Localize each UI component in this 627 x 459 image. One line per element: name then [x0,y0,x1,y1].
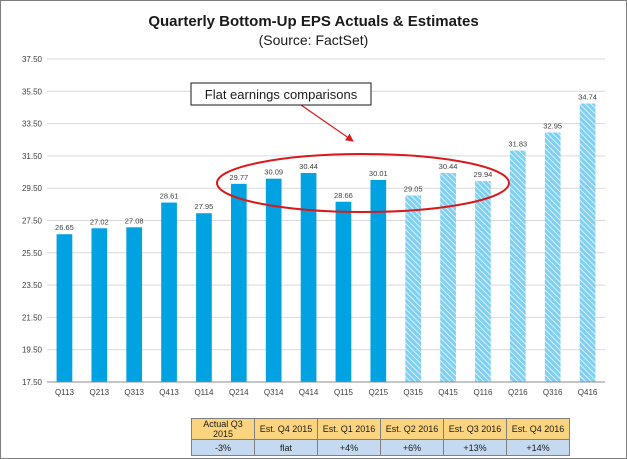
y-tick-label: 17.50 [22,378,43,387]
bar-actual [265,178,282,382]
bar-actual [300,173,317,382]
bar-actual [56,234,73,382]
bar-value-label: 27.08 [125,216,144,225]
x-tick-label: Q314 [264,388,284,397]
table-value-cell: flat [254,439,318,456]
bar-estimate [440,173,456,382]
x-tick-label: Q315 [403,388,423,397]
y-axis-tick-labels: 17.50 19.50 21.50 23.50 25.50 27.50 29.50 31.50… [22,55,43,387]
chart-subtitle: (Source: FactSet) [258,32,369,48]
bar-value-label: 31.83 [508,140,527,149]
bar-value-label: 30.09 [264,168,283,177]
bar-actual [91,228,108,382]
y-tick-label: 37.50 [22,55,43,64]
bar-value-label: 28.61 [160,192,179,201]
x-tick-label: Q413 [159,388,179,397]
table-header-cell: Est. Q1 2016 [317,418,381,440]
bar-estimate [544,132,561,382]
table-value-cell: +14% [506,439,570,456]
bar-value-label: 26.65 [55,223,74,232]
bar-value-label: 29.77 [229,173,248,182]
y-tick-label: 19.50 [22,346,43,355]
x-tick-label: Q114 [194,388,214,397]
table-header-cell: Est. Q4 2015 [254,418,318,440]
bar-actual [335,201,352,382]
table-value-cell: +6% [380,439,444,456]
annotation-text: Flat earnings comparisons [205,87,358,102]
x-tick-label: Q115 [334,388,354,397]
x-tick-label: Q414 [299,388,319,397]
bar-value-label: 30.44 [299,162,318,171]
table-header-cell: Est. Q3 2016 [443,418,507,440]
flat-earnings-ellipse [216,153,510,213]
x-tick-label: Q316 [543,388,563,397]
y-tick-label: 21.50 [22,313,43,322]
x-tick-label: Q415 [438,388,458,397]
bar-value-label: 34.74 [578,93,597,102]
table-value-cell: -3% [191,439,255,456]
bar-estimate [405,195,422,382]
bar-value-label: 28.66 [334,191,353,200]
y-tick-label: 31.50 [22,152,43,161]
x-tick-label: Q213 [90,388,110,397]
bar-value-label: 29.94 [474,170,493,179]
table-value-cell: +13% [443,439,507,456]
table-value-cell: +4% [317,439,381,456]
bar-actual [126,227,143,382]
bar-value-label: 30.01 [369,169,388,178]
x-axis-tick-labels: Q113 Q213 Q313 Q413 Q114 Q214 Q314 Q414 Q115 Q215… [55,388,598,397]
y-tick-label: 23.50 [22,281,43,290]
x-tick-label: Q216 [508,388,528,397]
table-header-cell: Est. Q2 2016 [380,418,444,440]
table-value-row: -3% flat +4% +6% +13% +14% [191,439,570,456]
eps-growth-table: Actual Q3 2015 Est. Q4 2015 Est. Q1 2016… [191,418,570,456]
bar-actual [161,202,177,382]
y-tick-label: 27.50 [22,217,43,226]
bar-actual [370,179,387,382]
annotation-arrow [300,104,354,142]
chart-title: Quarterly Bottom-Up EPS Actuals & Estima… [148,13,479,30]
annotation-callout: Flat earnings comparisons [190,82,372,106]
y-tick-label: 35.50 [22,87,43,96]
bar-value-label: 30.44 [439,162,458,171]
bar-actual [196,213,212,382]
bar-estimate [579,103,596,382]
table-header-cell: Est. Q4 2016 [506,418,570,440]
x-tick-label: Q116 [473,388,493,397]
bar-value-label: 29.05 [404,184,423,193]
x-tick-label: Q215 [369,388,389,397]
bar-actual [230,183,247,382]
x-tick-label: Q313 [124,388,144,397]
bar-value-label: 27.95 [195,202,214,211]
x-tick-label: Q214 [229,388,249,397]
bar-estimate [509,150,526,382]
bars [56,103,596,382]
table-header-row: Actual Q3 2015 Est. Q4 2015 Est. Q1 2016… [191,418,570,440]
y-tick-label: 29.50 [22,184,43,193]
y-tick-label: 25.50 [22,249,43,258]
value-labels: 26.65 27.02 27.08 28.61 27.95 29.77 30.09 30.44… [55,93,597,233]
bar-value-label: 32.95 [543,121,562,130]
y-tick-label: 33.50 [22,120,43,129]
bar-value-label: 27.02 [90,217,109,226]
bar-estimate [475,181,491,382]
x-tick-label: Q416 [578,388,598,397]
x-tick-label: Q113 [55,388,75,397]
table-header-cell: Actual Q3 2015 [191,418,255,440]
